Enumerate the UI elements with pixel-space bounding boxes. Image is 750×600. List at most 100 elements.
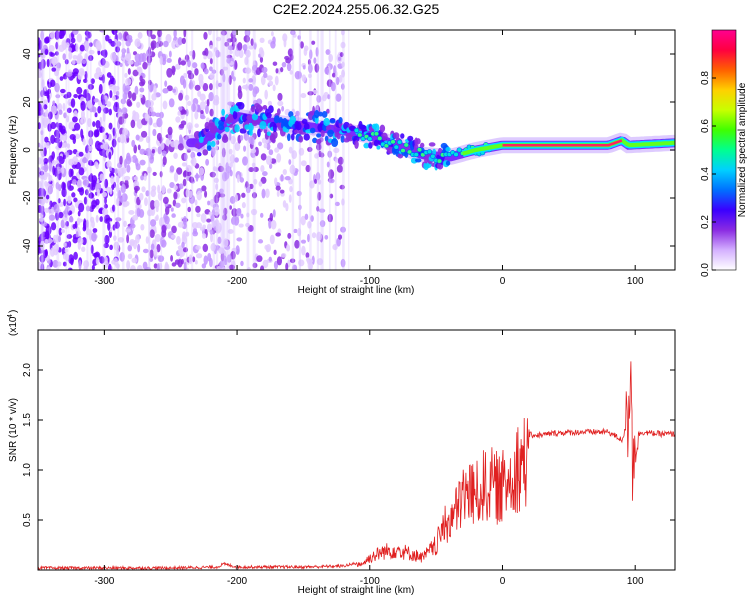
- noise-blob: [195, 253, 203, 259]
- noise-blob: [194, 199, 198, 206]
- noise-blob: [90, 200, 98, 208]
- noise-blob: [294, 239, 300, 249]
- noise-blob: [175, 63, 181, 70]
- noise-blob: [260, 153, 267, 161]
- noise-blob: [227, 101, 234, 106]
- noise-blob: [175, 116, 181, 123]
- noise-blob: [119, 133, 126, 144]
- noise-blob: [194, 84, 201, 91]
- noise-blob: [132, 69, 139, 77]
- noise-blob: [84, 189, 89, 196]
- noise-blob: [284, 175, 291, 181]
- noise-blob: [86, 100, 93, 109]
- noise-blob: [211, 208, 215, 216]
- noise-blob: [282, 33, 288, 42]
- spectrogram-y-ticks: -40 -20 0 20 40: [22, 48, 675, 253]
- noise-blob: [43, 37, 50, 44]
- noise-blob: [55, 181, 60, 190]
- noise-blob: [90, 244, 94, 255]
- signal-blob: [266, 112, 272, 119]
- signal-strong-blob: [357, 132, 363, 138]
- noise-blob: [138, 81, 145, 87]
- noise-blob: [203, 68, 209, 75]
- noise-blob: [48, 174, 53, 182]
- noise-blob: [50, 222, 57, 231]
- noise-blob: [74, 221, 78, 229]
- noise-blob: [130, 264, 136, 270]
- noise-blob: [244, 56, 249, 66]
- noise-blob: [192, 256, 196, 263]
- signal-blob: [380, 132, 388, 141]
- noise-blob: [136, 207, 141, 217]
- noise-blob: [230, 135, 236, 145]
- noise-blob: [185, 188, 190, 198]
- noise-blob: [194, 259, 198, 265]
- noise-blob: [39, 254, 46, 263]
- noise-blob: [155, 42, 160, 49]
- noise-blob: [61, 165, 65, 174]
- noise-blob: [65, 42, 70, 48]
- noise-blob: [55, 94, 61, 99]
- noise-blob: [125, 53, 131, 62]
- snr-multiplier-exponent: 4: [7, 314, 14, 318]
- noise-blob: [258, 141, 262, 147]
- noise-blob: [296, 190, 302, 197]
- noise-blob: [222, 73, 226, 83]
- noise-blob: [335, 76, 340, 86]
- noise-blob: [252, 262, 258, 269]
- noise-blob: [114, 61, 121, 66]
- noise-blob: [235, 245, 240, 256]
- noise-blob: [211, 69, 217, 74]
- noise-blob: [110, 175, 115, 185]
- noise-blob: [194, 68, 199, 76]
- noise-blob: [297, 35, 301, 40]
- noise-blob: [84, 41, 89, 52]
- snr-y-ticks: 0.5 1.0 1.5 2.0: [22, 363, 675, 527]
- noise-blob: [243, 145, 247, 152]
- noise-blob: [38, 181, 42, 189]
- noise-blob: [262, 259, 269, 269]
- noise-blob: [189, 51, 193, 56]
- noise-blob: [195, 172, 199, 182]
- noise-blob: [85, 219, 89, 228]
- noise-blob: [87, 55, 94, 62]
- noise-blob: [61, 132, 68, 142]
- noise-blob: [183, 30, 187, 38]
- noise-blob: [171, 65, 176, 74]
- noise-blob: [114, 85, 120, 91]
- signal-strong-blob: [456, 147, 463, 153]
- noise-blob: [202, 243, 209, 253]
- noise-blob: [164, 206, 170, 215]
- noise-blob: [277, 67, 281, 75]
- signal-blob: [224, 126, 230, 133]
- noise-blob: [137, 31, 143, 39]
- noise-blob: [226, 254, 232, 263]
- signal-blob: [303, 133, 310, 141]
- noise-blob: [91, 175, 98, 184]
- noise-blob: [182, 178, 187, 187]
- noise-blob: [53, 248, 59, 256]
- noise-blob: [192, 230, 199, 237]
- noise-blob: [66, 115, 70, 123]
- noise-blob: [87, 117, 92, 128]
- noise-blob: [62, 102, 66, 112]
- signal-blob: [338, 117, 343, 124]
- noise-blob: [182, 170, 188, 178]
- noise-blob: [67, 195, 72, 204]
- carrier-core: [502, 139, 623, 147]
- noise-blob: [279, 189, 285, 194]
- noise-blob: [186, 170, 192, 177]
- noise-blob: [169, 165, 175, 173]
- noise-blob: [215, 183, 219, 190]
- signal-blob: [218, 124, 225, 131]
- noise-blob: [263, 143, 268, 149]
- noise-blob: [127, 244, 133, 252]
- noise-blob: [203, 255, 208, 265]
- noise-blob: [140, 130, 148, 138]
- signal-blob: [277, 108, 281, 116]
- noise-blob: [43, 91, 50, 97]
- noise-blob: [119, 155, 123, 165]
- noise-blob: [228, 264, 236, 270]
- noise-blob: [218, 247, 225, 254]
- noise-blob: [208, 211, 213, 216]
